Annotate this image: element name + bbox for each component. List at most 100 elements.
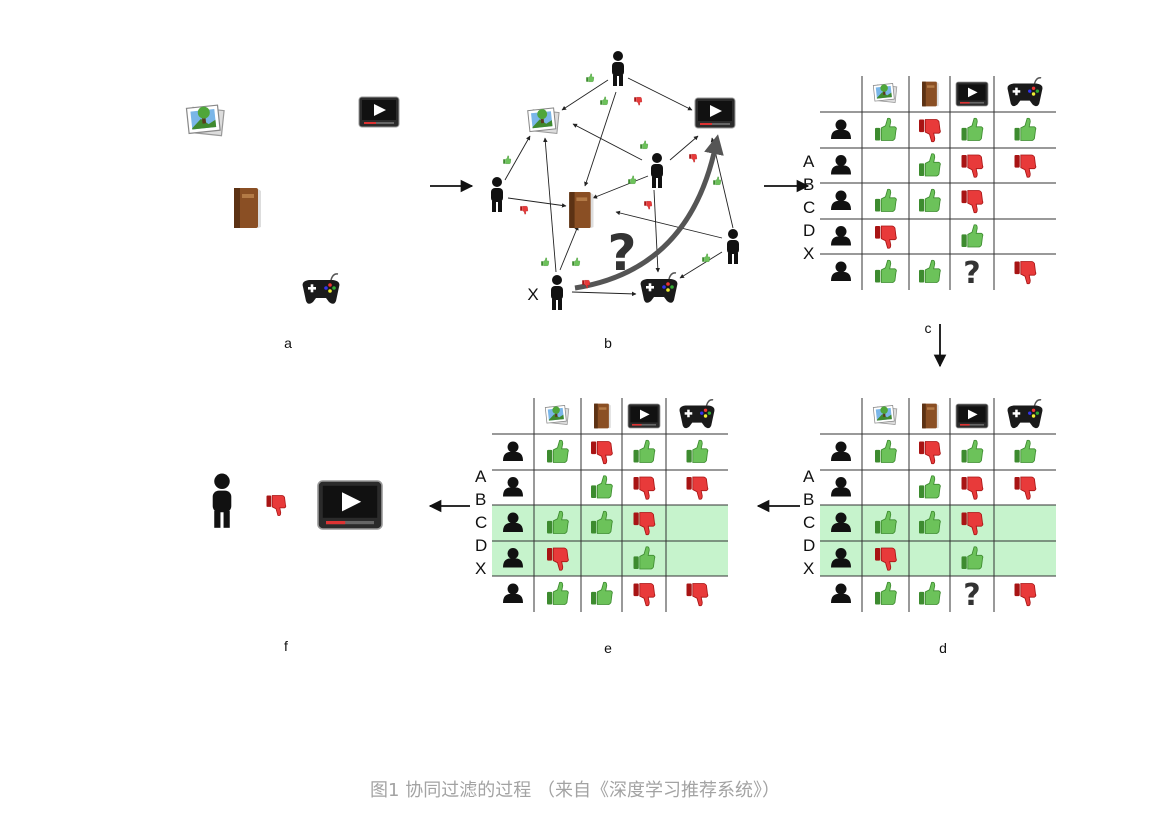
thumbs-down-icon [1014,476,1037,500]
row-letter: A [803,152,815,171]
gamepad-icon [1006,399,1044,429]
panel-b: ? X b [491,51,739,351]
panel-label-c: c [925,320,932,336]
row-letter: B [803,175,814,194]
thumbs-up-icon [633,439,656,463]
thumbs-down-icon [1014,583,1037,607]
thumbs-up-icon [918,153,941,177]
row-letter: C [475,513,487,532]
row-letter: D [803,536,815,555]
book-icon [569,192,594,228]
book-icon [594,403,611,429]
panel-label-f: f [284,638,288,654]
thumbs-up-icon [918,475,941,499]
row-letter: A [803,467,815,486]
thumbs-down-icon [590,441,613,465]
row-letters-e: A B C D X [475,467,487,578]
row-letter: B [475,490,486,509]
row-letter: X [475,559,486,578]
thumbs-up-icon [546,581,569,605]
gamepad-icon [301,273,341,305]
thumbs-up-icon [961,117,984,141]
highlighted-row [820,541,1056,576]
person-icon [831,226,851,246]
person-icon [831,583,851,603]
person-icon [612,51,624,86]
thumbs-down-icon [918,119,941,143]
book-icon [234,188,261,228]
thumbs-down-icon [1014,261,1037,285]
video-icon [317,480,383,530]
row-letter: D [803,221,815,240]
video-icon [627,403,661,429]
book-icon [922,403,939,429]
row-letter: B [803,490,814,509]
thumbs-up-icon [961,439,984,463]
thumbs-down-icon [266,495,287,517]
person-icon [831,119,851,139]
thumbs-up-icon [918,259,941,283]
user-x-label: X [527,285,538,304]
person-icon [503,477,523,497]
row-letter: X [803,559,814,578]
row-letter: C [803,513,815,532]
row-letters-d: A B C D X [803,467,815,578]
panel-f: f [212,473,383,654]
thumbs-up-icon [874,259,897,283]
thumbs-down-icon [686,476,709,500]
person-icon [831,190,851,210]
thumbs-down-icon [1014,154,1037,178]
person-icon [727,229,739,264]
person-icon [831,155,851,175]
thumbs-down-icon [874,225,897,249]
matrix-c: ? [820,76,1056,291]
matrix-d: ? [820,398,1056,613]
video-icon [955,81,989,107]
person-icon [551,275,563,310]
question-mark: ? [607,224,636,282]
thumbs-up-icon [874,117,897,141]
panel-label-b: b [604,335,612,351]
thumbs-down-icon [961,190,984,214]
video-icon [955,403,989,429]
thumbs-up-icon [1014,439,1037,463]
image-icon [872,83,898,103]
thumbs-up-icon [590,475,613,499]
prediction-arrow [574,134,724,291]
panel-label-d: d [939,640,947,656]
thumbs-up-icon [961,224,984,248]
person-icon [831,261,851,281]
row-letter: X [803,244,814,263]
panel-a: a [185,96,400,351]
thumbs-up-icon [1014,117,1037,141]
gamepad-icon [639,272,679,304]
thumbs-up-icon [686,439,709,463]
video-icon [358,96,400,128]
row-letters-c: A B C D X [803,152,815,263]
video-icon [694,97,736,129]
person-icon [491,177,503,212]
person-icon [651,153,663,188]
person-icon [503,583,523,603]
person-icon [212,473,232,528]
thumbs-up-icon [874,439,897,463]
image-icon [185,104,225,137]
thumbs-down-icon [961,476,984,500]
book-icon [922,81,939,107]
image-icon [872,405,898,425]
thumbs-down-icon [918,441,941,465]
question-mark: ? [963,578,980,613]
thumbs-up-icon [874,581,897,605]
gamepad-icon [678,399,716,429]
panel-label-e: e [604,640,612,656]
thumbs-down-icon [686,583,709,607]
row-letter: A [475,467,487,486]
thumbs-down-icon [633,476,656,500]
gamepad-icon [1006,77,1044,107]
question-mark: ? [963,256,980,291]
thumbs-up-icon [590,581,613,605]
matrix-e [492,398,728,612]
image-icon [527,107,560,134]
image-icon [544,405,570,425]
